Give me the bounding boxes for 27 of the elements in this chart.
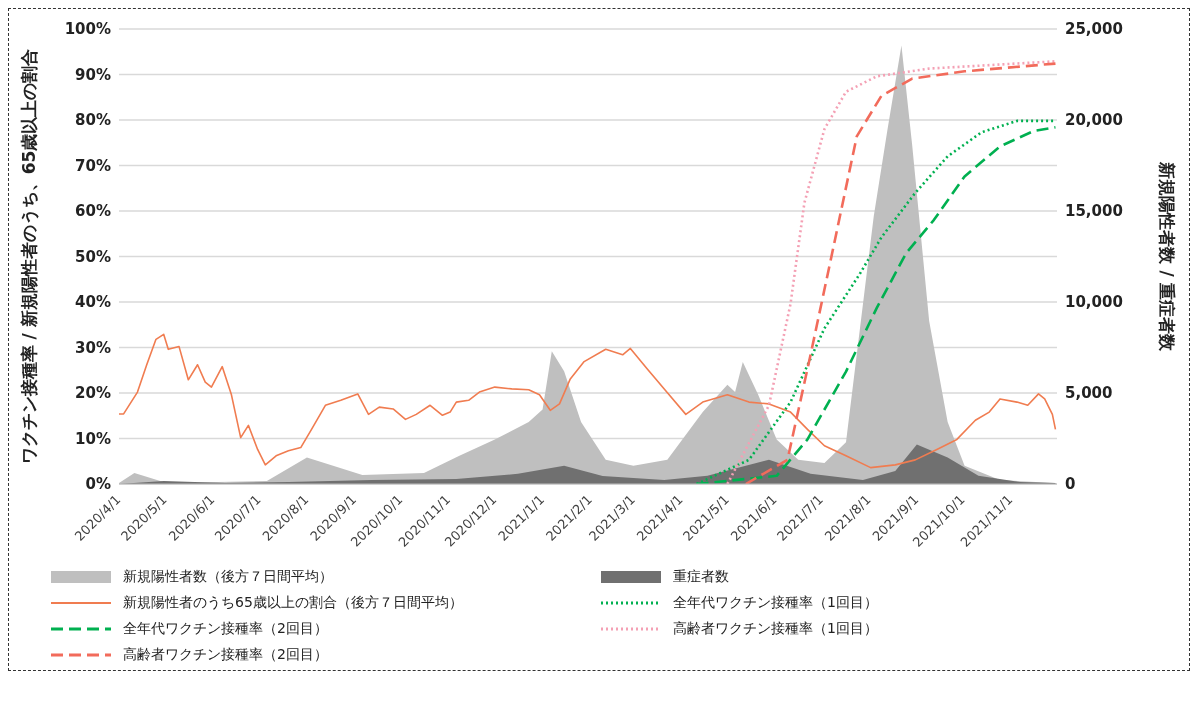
legend-label: 全年代ワクチン接種率（2回目）: [123, 620, 328, 638]
y-tick-label: 40%: [75, 293, 111, 312]
y-tick-label: 10%: [75, 429, 111, 448]
y2-tick-label: 20,000: [1065, 111, 1123, 130]
y2-tick-label: 25,000: [1065, 20, 1123, 39]
y-tick-label: 50%: [75, 247, 111, 266]
legend-label: 高齢者ワクチン接種率（1回目）: [673, 620, 878, 638]
y-tick-label: 90%: [75, 65, 111, 84]
y-tick-label: 60%: [75, 202, 111, 221]
y2-tick-label: 5,000: [1065, 384, 1113, 403]
y-tick-label: 30%: [75, 338, 111, 357]
y-tick-label: 100%: [64, 20, 111, 39]
legend-label: 新規陽性者のうち65歳以上の割合（後方７日間平均）: [123, 594, 463, 612]
y-axis-title: ワクチン接種率 / 新規陽性者のうち、65歳以上の割合: [19, 48, 40, 465]
y-tick-label: 20%: [75, 384, 111, 403]
legend-label: 全年代ワクチン接種率（1回目）: [673, 594, 878, 612]
line-series: [119, 333, 1057, 469]
y2-axis-title: 新規陽性者数 / 重症者数: [1156, 161, 1177, 352]
y2-tick-label: 0: [1065, 475, 1076, 494]
legend-label: 重症者数: [673, 568, 729, 586]
y-tick-label: 0%: [85, 475, 111, 494]
y-tick-label: 80%: [75, 111, 111, 130]
y-tick-label: 70%: [75, 156, 111, 175]
legend-label: 新規陽性者数（後方７日間平均）: [123, 568, 333, 586]
y2-tick-label: 15,000: [1065, 202, 1123, 221]
legend-label: 高齢者ワクチン接種率（2回目）: [123, 646, 328, 664]
y2-tick-label: 10,000: [1065, 293, 1123, 312]
